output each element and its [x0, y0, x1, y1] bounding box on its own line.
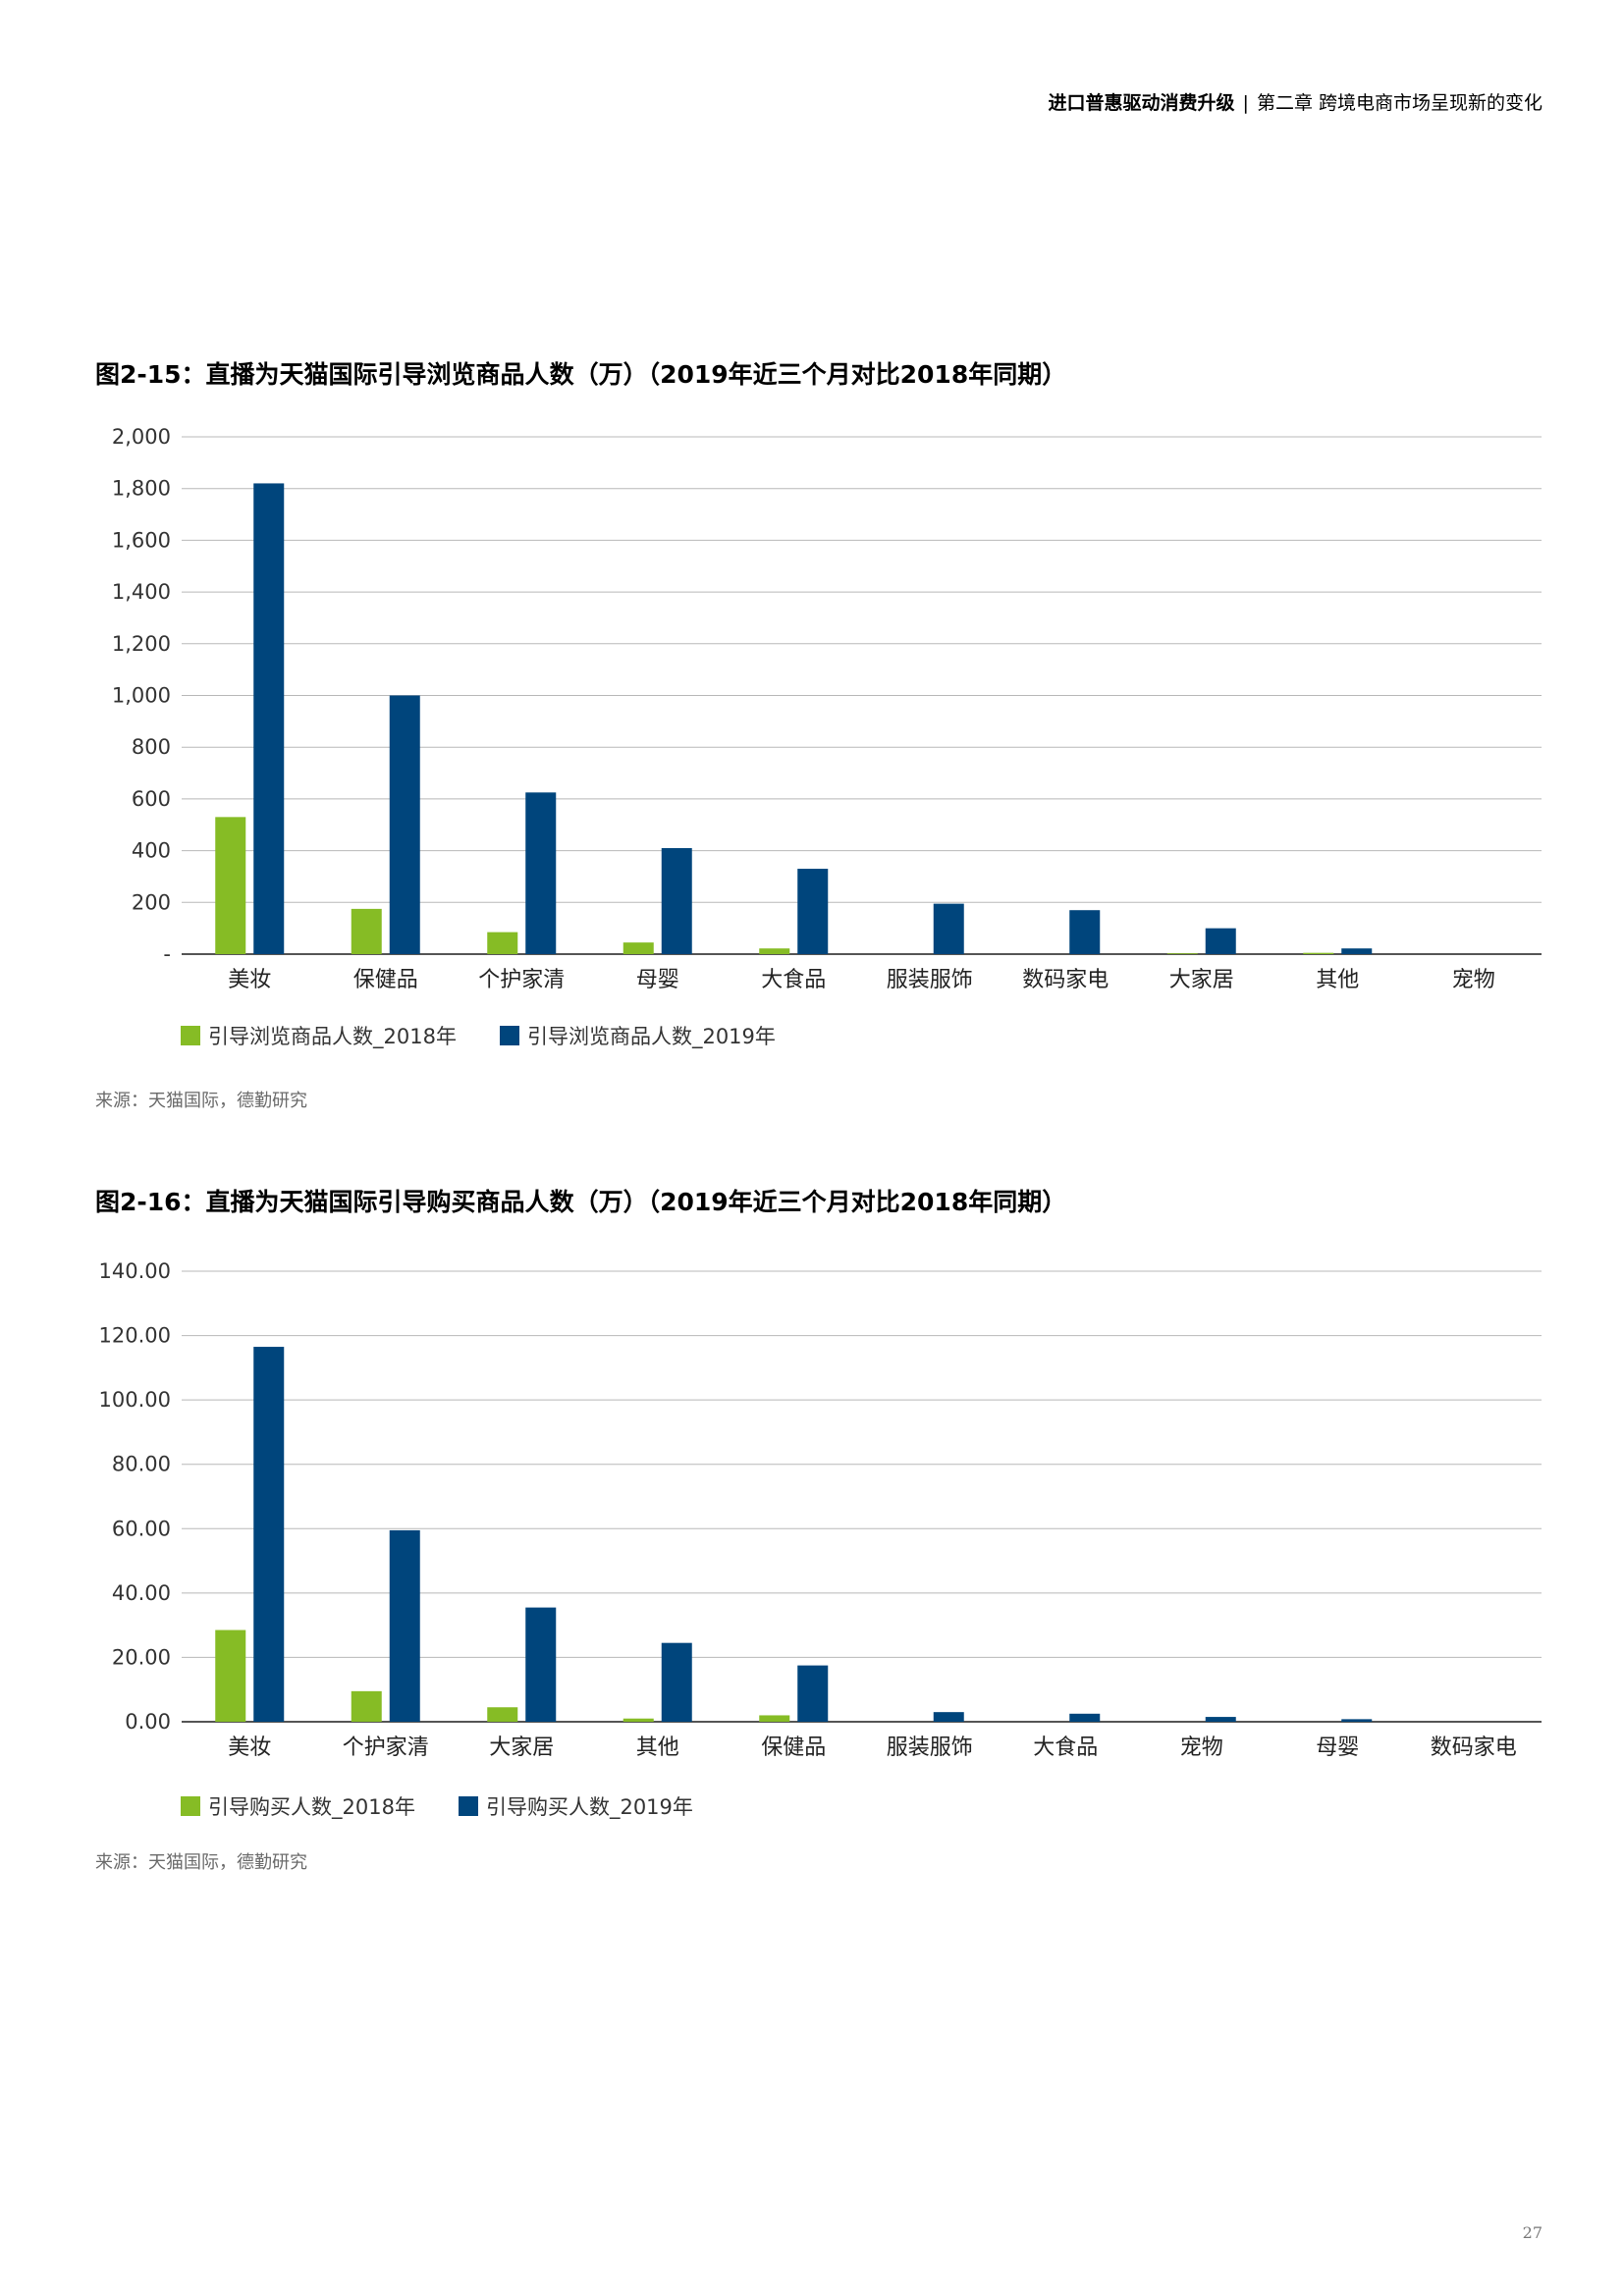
x-category-label: 服装服饰 [887, 968, 973, 992]
bar-2019 [933, 1712, 964, 1722]
figure-2-source: 来源：天猫国际，德勤研究 [95, 1852, 307, 1873]
x-category-label: 大食品 [1033, 1735, 1098, 1760]
y-tick-label: 80.00 [112, 1453, 171, 1476]
legend-item-2018: 引导购买人数_2018年 [181, 1791, 415, 1821]
bar-2019 [1341, 948, 1373, 954]
bar-2019 [1341, 1719, 1373, 1722]
bar-2018 [351, 908, 382, 954]
x-category-label: 美妆 [228, 968, 271, 992]
bar-2019 [253, 483, 285, 954]
legend-swatch-2019 [458, 1796, 478, 1816]
legend-label-2019: 引导购买人数_2019年 [485, 1795, 693, 1819]
x-category-label: 宠物 [1452, 968, 1495, 992]
bar-2019 [389, 1529, 420, 1722]
bar-2019 [1069, 1713, 1101, 1722]
legend-item-2019: 引导浏览商品人数_2019年 [499, 1021, 776, 1050]
legend-item-2018: 引导浏览商品人数_2018年 [181, 1021, 457, 1050]
bar-2019 [253, 1347, 285, 1722]
x-category-label: 大家居 [1169, 968, 1234, 992]
figure-1-title: 图2-15：直播为天猫国际引导浏览商品人数（万）（2019年近三个月对比2018… [95, 360, 1067, 389]
legend-label-2019: 引导浏览商品人数_2019年 [526, 1025, 776, 1048]
chart-2: 0.00 20.00 40.00 60.00 80.00 100.00 120.00 140.… [99, 1259, 1542, 1760]
legend-item-2019: 引导购买人数_2019年 [458, 1791, 693, 1821]
y-tick-label: 1,400 [112, 580, 171, 604]
bar-2018 [215, 817, 246, 954]
legend-swatch-2019 [499, 1026, 519, 1045]
x-category-label: 母婴 [636, 968, 679, 992]
bar-2018 [623, 1718, 654, 1722]
running-header: 进口普惠驱动消费升级 | 第二章 跨境电商市场呈现新的变化 [1049, 88, 1543, 115]
bar-2019 [797, 1665, 829, 1722]
bar-2019 [1069, 910, 1101, 954]
x-category-label: 其他 [636, 1735, 679, 1760]
bar-2018 [351, 1690, 382, 1722]
y-tick-label: 400 [132, 839, 171, 863]
bar-2019 [525, 1607, 557, 1722]
bar-2019 [525, 792, 557, 954]
legend-label-2018: 引导购买人数_2018年 [208, 1795, 415, 1819]
bar-2018 [487, 932, 518, 954]
y-tick-label: 20.00 [112, 1645, 171, 1669]
y-tick-label: 2,000 [112, 425, 171, 449]
y-tick-label: 1,000 [112, 684, 171, 708]
y-tick-label: 1,600 [112, 528, 171, 552]
legend-swatch-2018 [181, 1796, 200, 1816]
bar-2019 [661, 1642, 692, 1722]
page-number: 27 [1522, 2223, 1543, 2242]
x-category-label: 大家居 [489, 1735, 554, 1760]
x-category-label: 大食品 [761, 968, 826, 992]
bar-2018 [759, 948, 790, 954]
bar-2018 [487, 1707, 518, 1722]
y-tick-label: 200 [132, 890, 171, 914]
figure-2-title: 图2-16：直播为天猫国际引导购买商品人数（万）（2019年近三个月对比2018… [95, 1188, 1067, 1216]
bar-2019 [1205, 1717, 1236, 1722]
bar-2019 [661, 847, 692, 954]
x-category-label: 服装服饰 [887, 1735, 973, 1760]
bar-2019 [389, 695, 420, 954]
figure-1-source: 来源：天猫国际，德勤研究 [95, 1091, 307, 1111]
bar-2019 [1205, 928, 1236, 954]
x-category-label: 美妆 [228, 1735, 271, 1760]
x-category-label: 宠物 [1180, 1735, 1223, 1760]
x-category-label: 保健品 [353, 968, 418, 992]
header-separator: | [1242, 92, 1249, 114]
bar-2018 [623, 942, 654, 954]
y-tick-label: 600 [132, 787, 171, 811]
y-tick-label: 1,200 [112, 632, 171, 656]
header-report-title: 进口普惠驱动消费升级 [1048, 92, 1235, 114]
y-tick-label: 60.00 [112, 1517, 171, 1540]
bar-2019 [797, 869, 829, 954]
chart-1-legend: 引导浏览商品人数_2018年 引导浏览商品人数_2019年 [181, 1021, 819, 1050]
x-category-label: 数码家电 [1431, 1735, 1517, 1760]
y-tick-label: 800 [132, 735, 171, 759]
x-category-label: 数码家电 [1022, 968, 1109, 992]
y-tick-label: - [163, 942, 171, 966]
y-tick-label: 0.00 [125, 1710, 171, 1734]
legend-swatch-2018 [181, 1026, 200, 1045]
header-chapter: 第二章 跨境电商市场呈现新的变化 [1256, 92, 1543, 114]
x-category-label: 个护家清 [343, 1735, 429, 1760]
y-tick-label: 140.00 [99, 1259, 171, 1283]
y-tick-label: 1,800 [112, 477, 171, 501]
chart-1: - 200 400 600 800 1,000 1,200 1,400 1,600 1,800 2,… [112, 425, 1542, 992]
y-tick-label: 120.00 [99, 1324, 171, 1348]
y-tick-label: 100.00 [99, 1388, 171, 1412]
x-category-label: 保健品 [761, 1735, 826, 1760]
chart-2-legend: 引导购买人数_2018年 引导购买人数_2019年 [181, 1791, 736, 1821]
bar-2018 [1166, 953, 1198, 954]
legend-label-2018: 引导浏览商品人数_2018年 [208, 1025, 457, 1048]
x-category-label: 其他 [1316, 968, 1359, 992]
x-category-label: 个护家清 [478, 968, 565, 992]
bar-2019 [933, 903, 964, 954]
y-tick-label: 40.00 [112, 1581, 171, 1605]
bar-2018 [759, 1715, 790, 1722]
bar-2018 [1303, 952, 1334, 954]
bar-2018 [215, 1629, 246, 1722]
x-category-label: 母婴 [1316, 1735, 1359, 1760]
